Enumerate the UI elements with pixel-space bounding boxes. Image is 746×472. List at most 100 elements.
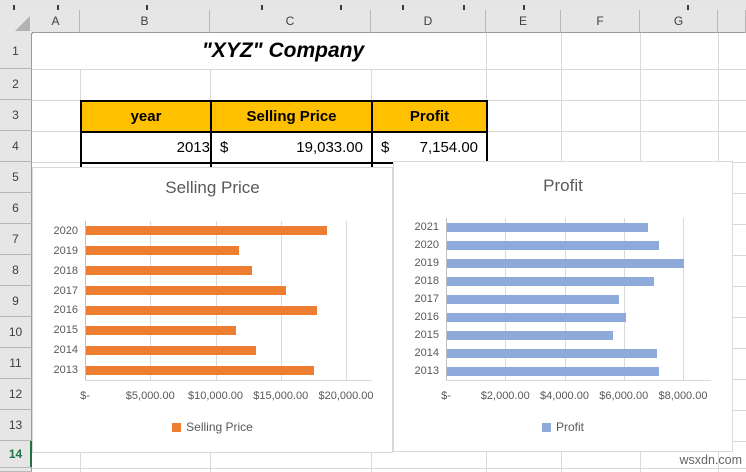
table-header-selling-price[interactable]: Selling Price [210,100,373,133]
profit-chart[interactable]: Profit $- $2,000.00 $4,000.00 $6,000.00 $8,00… [393,161,733,452]
bar-2013 [447,366,659,376]
currency-symbol: $ [220,139,229,156]
top-strip-tick [261,5,263,10]
chart-title: Selling Price [165,178,260,197]
table-border-stub [371,162,373,167]
chart-legend: Profit [394,420,732,434]
table-header-profit[interactable]: Profit [371,100,488,133]
chart-gridline [623,218,625,380]
bar-2017 [447,294,619,304]
amount: 19,033.00 [296,139,363,156]
bar-2018 [86,266,252,276]
bar-2014 [447,348,657,358]
row-header-1[interactable]: 1 [0,33,32,69]
column-header-E[interactable]: E [486,10,561,33]
value-axis-line [446,218,447,380]
currency-symbol: $ [381,139,390,156]
y-axis-label-2014: 2014 [414,347,439,359]
legend-label: Profit [555,420,584,434]
top-strip-tick [402,5,404,10]
y-axis-label-2016: 2016 [53,304,78,317]
bar-2019 [447,258,684,268]
cell-year[interactable]: 2013 [80,131,212,164]
row-header-9[interactable]: 9 [0,286,32,317]
column-header-G[interactable]: G [640,10,718,33]
row-header-11[interactable]: 11 [0,348,32,379]
y-axis-label-2018: 2018 [53,264,78,277]
bar-2019 [86,246,239,256]
amount: 7,154.00 [419,139,478,156]
legend-swatch-icon [172,422,182,432]
row-header-7[interactable]: 7 [0,224,32,255]
y-axis-label-2016: 2016 [414,311,439,323]
chart-gridline [683,218,684,380]
y-axis-label-2013: 2013 [414,365,439,377]
data-table: year Selling Price Profit 2013 $ 19,033.… [80,100,488,164]
top-strip-tick [13,5,15,10]
chart-gridline [280,221,282,380]
table-header-row: year Selling Price Profit [80,100,488,133]
top-strip-tick [687,5,689,10]
legend-label: Selling Price [186,420,253,434]
chart-title: Profit [543,176,583,195]
bar-2014 [86,345,256,355]
row-header-4[interactable]: 4 [0,131,32,162]
category-axis-line [85,380,372,381]
y-axis-label-2019: 2019 [414,257,439,269]
bar-2013 [86,365,314,375]
top-strip-tick [463,5,465,10]
select-all-corner[interactable] [0,10,33,34]
bar-2018 [447,276,654,286]
bar-2016 [447,312,626,322]
row-header-2[interactable]: 2 [0,69,32,100]
top-strip [0,0,746,10]
table-border-stub [210,162,212,167]
x-axis-tick-label: $- [80,390,90,402]
row-header-10[interactable]: 10 [0,317,32,348]
table-header-year[interactable]: year [80,100,212,133]
x-axis-tick-label: $5,000.00 [125,390,175,402]
y-axis-label-2017: 2017 [414,293,439,305]
column-header-A[interactable]: A [32,10,80,33]
sheet-gridline [32,69,746,70]
y-axis-label-2017: 2017 [53,284,78,297]
x-axis-tick-label: $6,000.00 [599,390,649,402]
y-axis-label-2015: 2015 [53,324,78,337]
x-axis-tick-label: $10,000.00 [187,390,244,402]
sheet-gridline [32,468,746,469]
cell-selling-price[interactable]: $ 19,033.00 [210,131,373,164]
sheet-title-cell[interactable]: "XYZ" Company [80,33,486,69]
table-border-stub [80,162,82,167]
row-header-partial [0,468,32,472]
chart-gridline [215,221,217,380]
x-axis-tick-label: $4,000.00 [540,390,589,402]
y-axis-label-2015: 2015 [414,329,439,341]
selling-price-chart[interactable]: Selling Price $- $5,000.00 $10,000.00 $15,00… [32,167,393,453]
legend-swatch-icon [541,422,551,432]
row-header-12[interactable]: 12 [0,379,32,410]
column-header-F[interactable]: F [561,10,640,33]
row-header-14[interactable]: 14 [0,441,32,468]
y-axis-label-2013: 2013 [53,364,78,377]
column-header-C[interactable]: C [210,10,371,33]
row-header-13[interactable]: 13 [0,410,32,441]
column-header-D[interactable]: D [371,10,486,33]
x-axis-tick-label: $8,000.00 [658,390,708,402]
cell-profit[interactable]: $ 7,154.00 [371,131,488,164]
row-header-5[interactable]: 5 [0,162,32,193]
column-header-B[interactable]: B [80,10,210,33]
bar-2020 [447,240,659,250]
top-strip-tick [340,5,342,10]
y-axis-label-2021: 2021 [414,221,439,233]
y-axis-label-2020: 2020 [414,239,439,251]
row-header-6[interactable]: 6 [0,193,32,224]
y-axis-label-2018: 2018 [414,275,439,287]
y-axis-label-2014: 2014 [53,344,78,357]
row-header-8[interactable]: 8 [0,255,32,286]
bar-2016 [86,305,317,315]
x-axis-tick-label: $15,000.00 [253,390,309,402]
chart-gridline [150,221,152,380]
select-all-triangle-icon [15,16,30,31]
row-header-3[interactable]: 3 [0,100,32,131]
